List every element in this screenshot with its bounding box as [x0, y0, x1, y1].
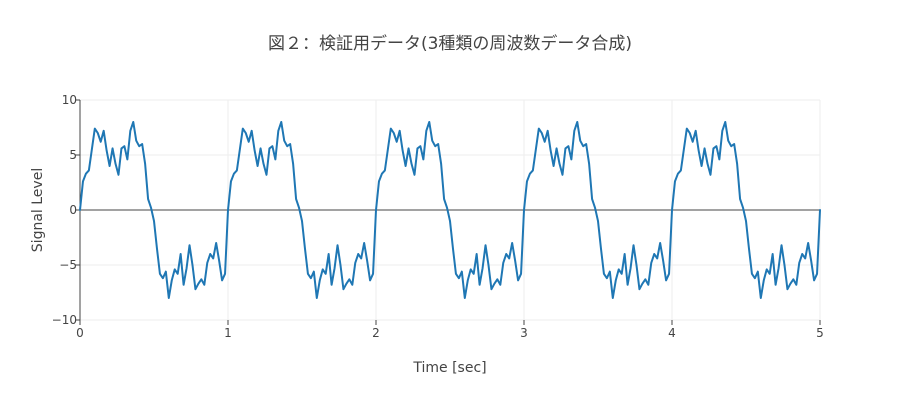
x-tick-label: 4 — [668, 326, 676, 340]
axes: 0 1 2 3 4 5 −10 −5 0 5 10 — [52, 93, 824, 340]
x-tick-label: 5 — [816, 326, 824, 340]
x-axis-label: Time [sec] — [412, 360, 486, 376]
y-tick-label: 0 — [69, 203, 77, 217]
y-tick-label: 10 — [62, 93, 77, 107]
y-tick-label: −10 — [52, 313, 77, 327]
signal-series-line — [79, 121, 821, 299]
y-axis-label: Signal Level — [30, 168, 46, 252]
y-tick-label: −5 — [59, 258, 77, 272]
x-tick-label: 0 — [76, 326, 84, 340]
series-layer — [79, 121, 821, 299]
chart-title: 図２：検証用データ(3種類の周波数データ合成) — [268, 33, 632, 54]
x-tick-label: 3 — [520, 326, 528, 340]
y-tick-label: 5 — [69, 148, 77, 162]
x-tick-label: 2 — [372, 326, 380, 340]
x-tick-label: 1 — [224, 326, 232, 340]
